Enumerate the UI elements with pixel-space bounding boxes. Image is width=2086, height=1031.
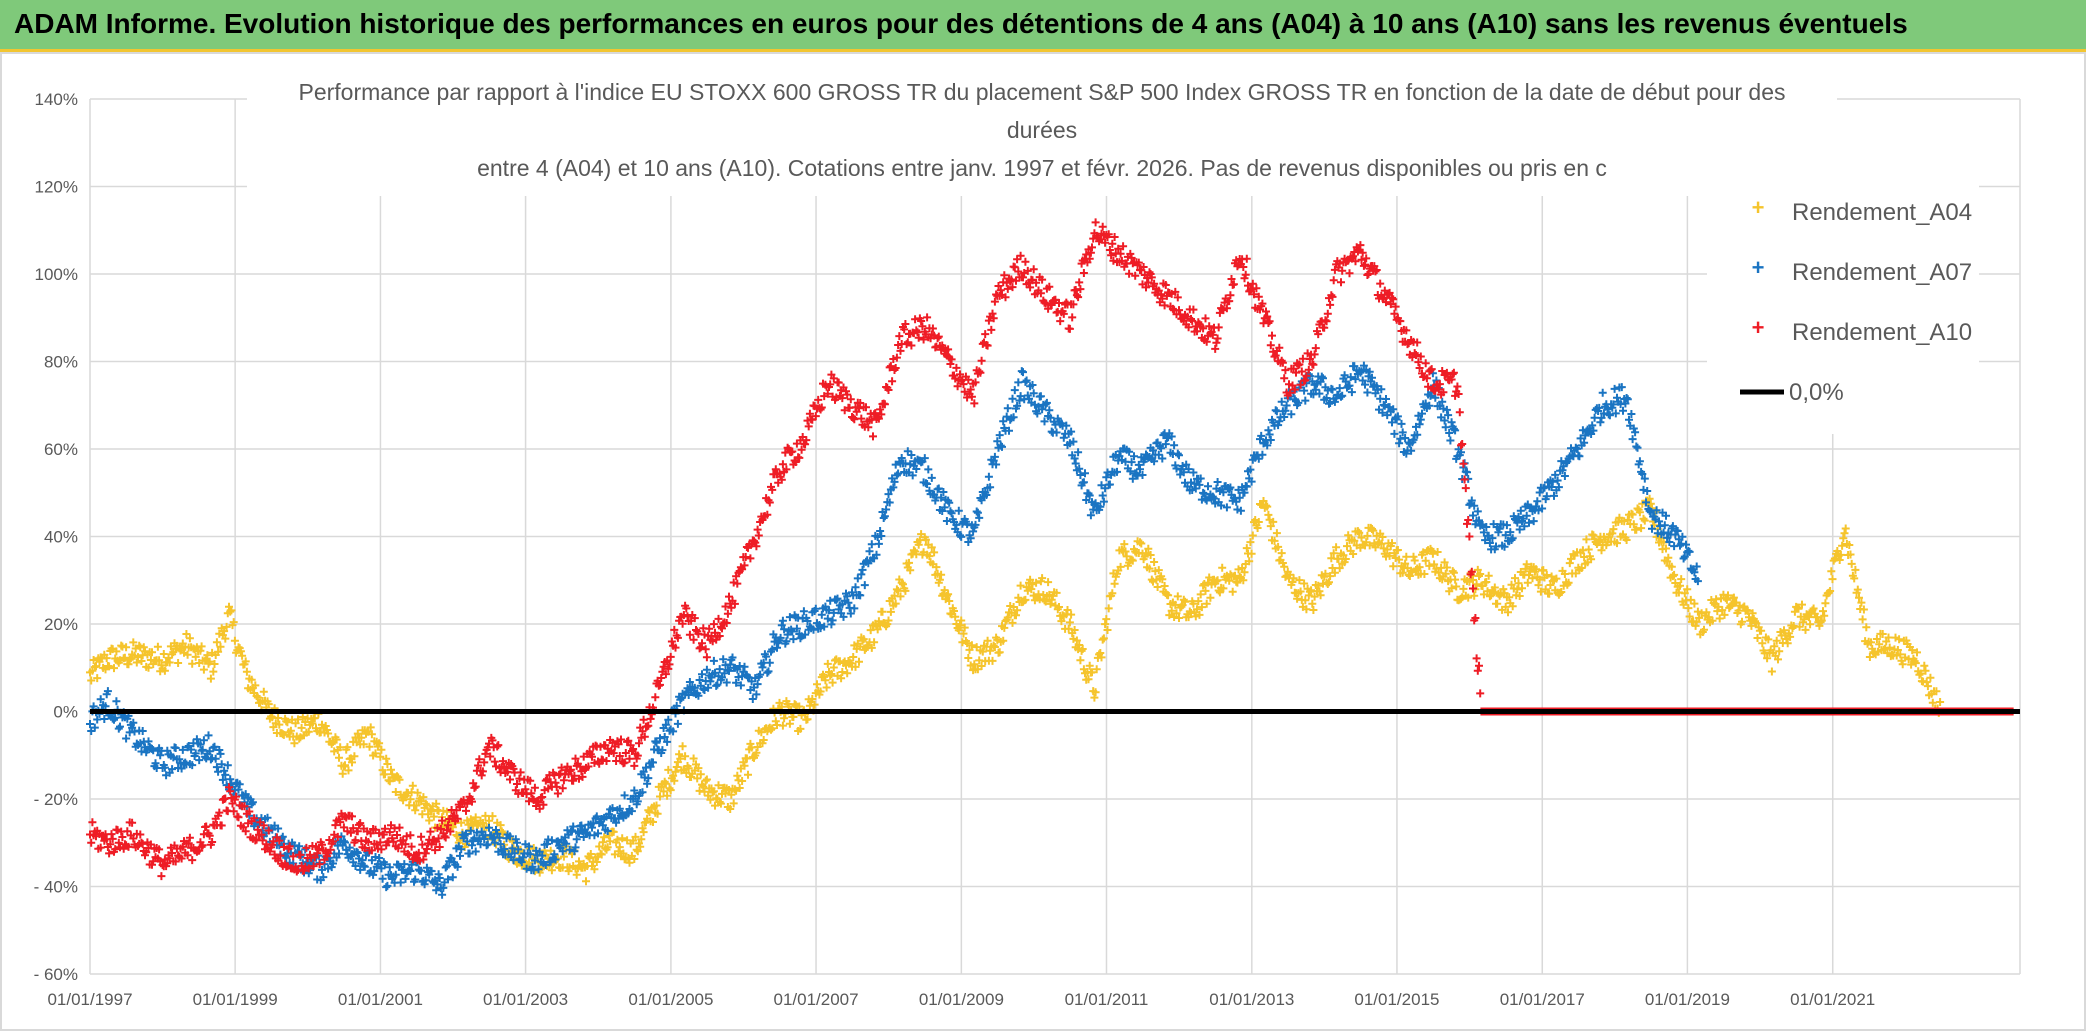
y-tick-label: 120% <box>35 178 78 197</box>
report-title: ADAM Informe. Evolution historique des p… <box>14 8 1908 39</box>
chart-title: Performance par rapport à l'indice EU ST… <box>298 79 1785 181</box>
x-tick-label: 01/01/2001 <box>338 990 423 1009</box>
series-a04-points <box>86 494 2017 886</box>
y-axis-ticks: 140% 120% 100% 80% 60% 40% 20% 0% - 20% - 40% - 60… <box>34 90 78 984</box>
x-tick-label: 01/01/2009 <box>919 990 1004 1009</box>
y-tick-label: - 60% <box>34 965 78 984</box>
x-tick-label: 01/01/2015 <box>1354 990 1439 1009</box>
series-a07-markers <box>86 361 1702 899</box>
y-tick-label: 20% <box>44 615 78 634</box>
series-a07-points <box>86 361 1702 899</box>
x-tick-label: 01/01/2011 <box>1065 990 1149 1009</box>
y-tick-label: - 20% <box>34 790 78 809</box>
report-banner: ADAM Informe. Evolution historique des p… <box>0 0 2086 52</box>
x-tick-label: 01/01/2019 <box>1645 990 1730 1009</box>
x-tick-label: 01/01/2013 <box>1209 990 1294 1009</box>
y-tick-label: 80% <box>44 353 78 372</box>
chart-frame: 140% 120% 100% 80% 60% 40% 20% 0% - 20% - 40% - 60… <box>0 52 2086 1031</box>
x-tick-label: 01/01/2005 <box>628 990 713 1009</box>
y-tick-label: 60% <box>44 440 78 459</box>
legend-label-a10: Rendement_A10 <box>1792 319 1972 346</box>
legend-marker-a10: + <box>1752 315 1765 340</box>
x-tick-label: 01/01/2007 <box>773 990 858 1009</box>
x-axis-ticks: 01/01/1997 01/01/1999 01/01/2001 01/01/2003… <box>47 990 1875 1009</box>
chart-title-line-2: durées <box>1007 117 1077 143</box>
legend-marker-a07: + <box>1752 255 1765 280</box>
legend-label-a07: Rendement_A07 <box>1792 259 1972 286</box>
chart-title-line-1: Performance par rapport à l'indice EU ST… <box>298 79 1785 105</box>
legend-label-a04: Rendement_A04 <box>1792 199 1972 226</box>
x-tick-label: 01/01/2003 <box>483 990 568 1009</box>
y-tick-label: 40% <box>44 528 78 547</box>
series-a04-markers <box>86 494 2017 886</box>
x-tick-label: 01/01/1997 <box>47 990 132 1009</box>
title-backdrop <box>247 68 1837 196</box>
legend-marker-a04: + <box>1752 195 1765 220</box>
x-tick-label: 01/01/1999 <box>193 990 278 1009</box>
legend-label-zero: 0,0% <box>1789 379 1844 406</box>
y-tick-label: 100% <box>35 265 78 284</box>
y-tick-label: - 40% <box>34 878 78 897</box>
x-tick-label: 01/01/2017 <box>1500 990 1585 1009</box>
y-tick-label: 0% <box>53 703 78 722</box>
chart-legend: + Rendement_A04 + Rendement_A07 + Rendem… <box>1707 184 1979 434</box>
y-tick-label: 140% <box>35 90 78 109</box>
chart-title-line-3: entre 4 (A04) et 10 ans (A10). Cotations… <box>477 155 1607 181</box>
x-tick-label: 01/01/2021 <box>1790 990 1875 1009</box>
performance-scatter-chart: 140% 120% 100% 80% 60% 40% 20% 0% - 20% - 40% - 60… <box>34 68 2021 1009</box>
